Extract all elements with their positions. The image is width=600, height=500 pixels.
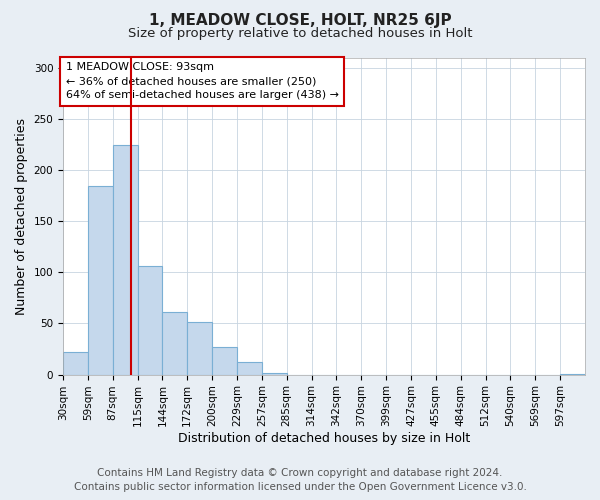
Bar: [187, 322, 212, 374]
Bar: [88, 186, 113, 374]
Text: 1 MEADOW CLOSE: 93sqm
← 36% of detached houses are smaller (250)
64% of semi-det: 1 MEADOW CLOSE: 93sqm ← 36% of detached …: [65, 62, 338, 100]
Text: Contains HM Land Registry data © Crown copyright and database right 2024.
Contai: Contains HM Land Registry data © Crown c…: [74, 468, 526, 492]
Bar: [237, 362, 262, 374]
Bar: [163, 312, 187, 374]
Bar: [113, 146, 137, 374]
Bar: [63, 352, 88, 374]
Bar: [262, 372, 287, 374]
Text: Size of property relative to detached houses in Holt: Size of property relative to detached ho…: [128, 28, 472, 40]
Text: 1, MEADOW CLOSE, HOLT, NR25 6JP: 1, MEADOW CLOSE, HOLT, NR25 6JP: [149, 12, 451, 28]
Bar: [137, 266, 163, 374]
Y-axis label: Number of detached properties: Number of detached properties: [15, 118, 28, 314]
Bar: [212, 347, 237, 374]
X-axis label: Distribution of detached houses by size in Holt: Distribution of detached houses by size …: [178, 432, 470, 445]
